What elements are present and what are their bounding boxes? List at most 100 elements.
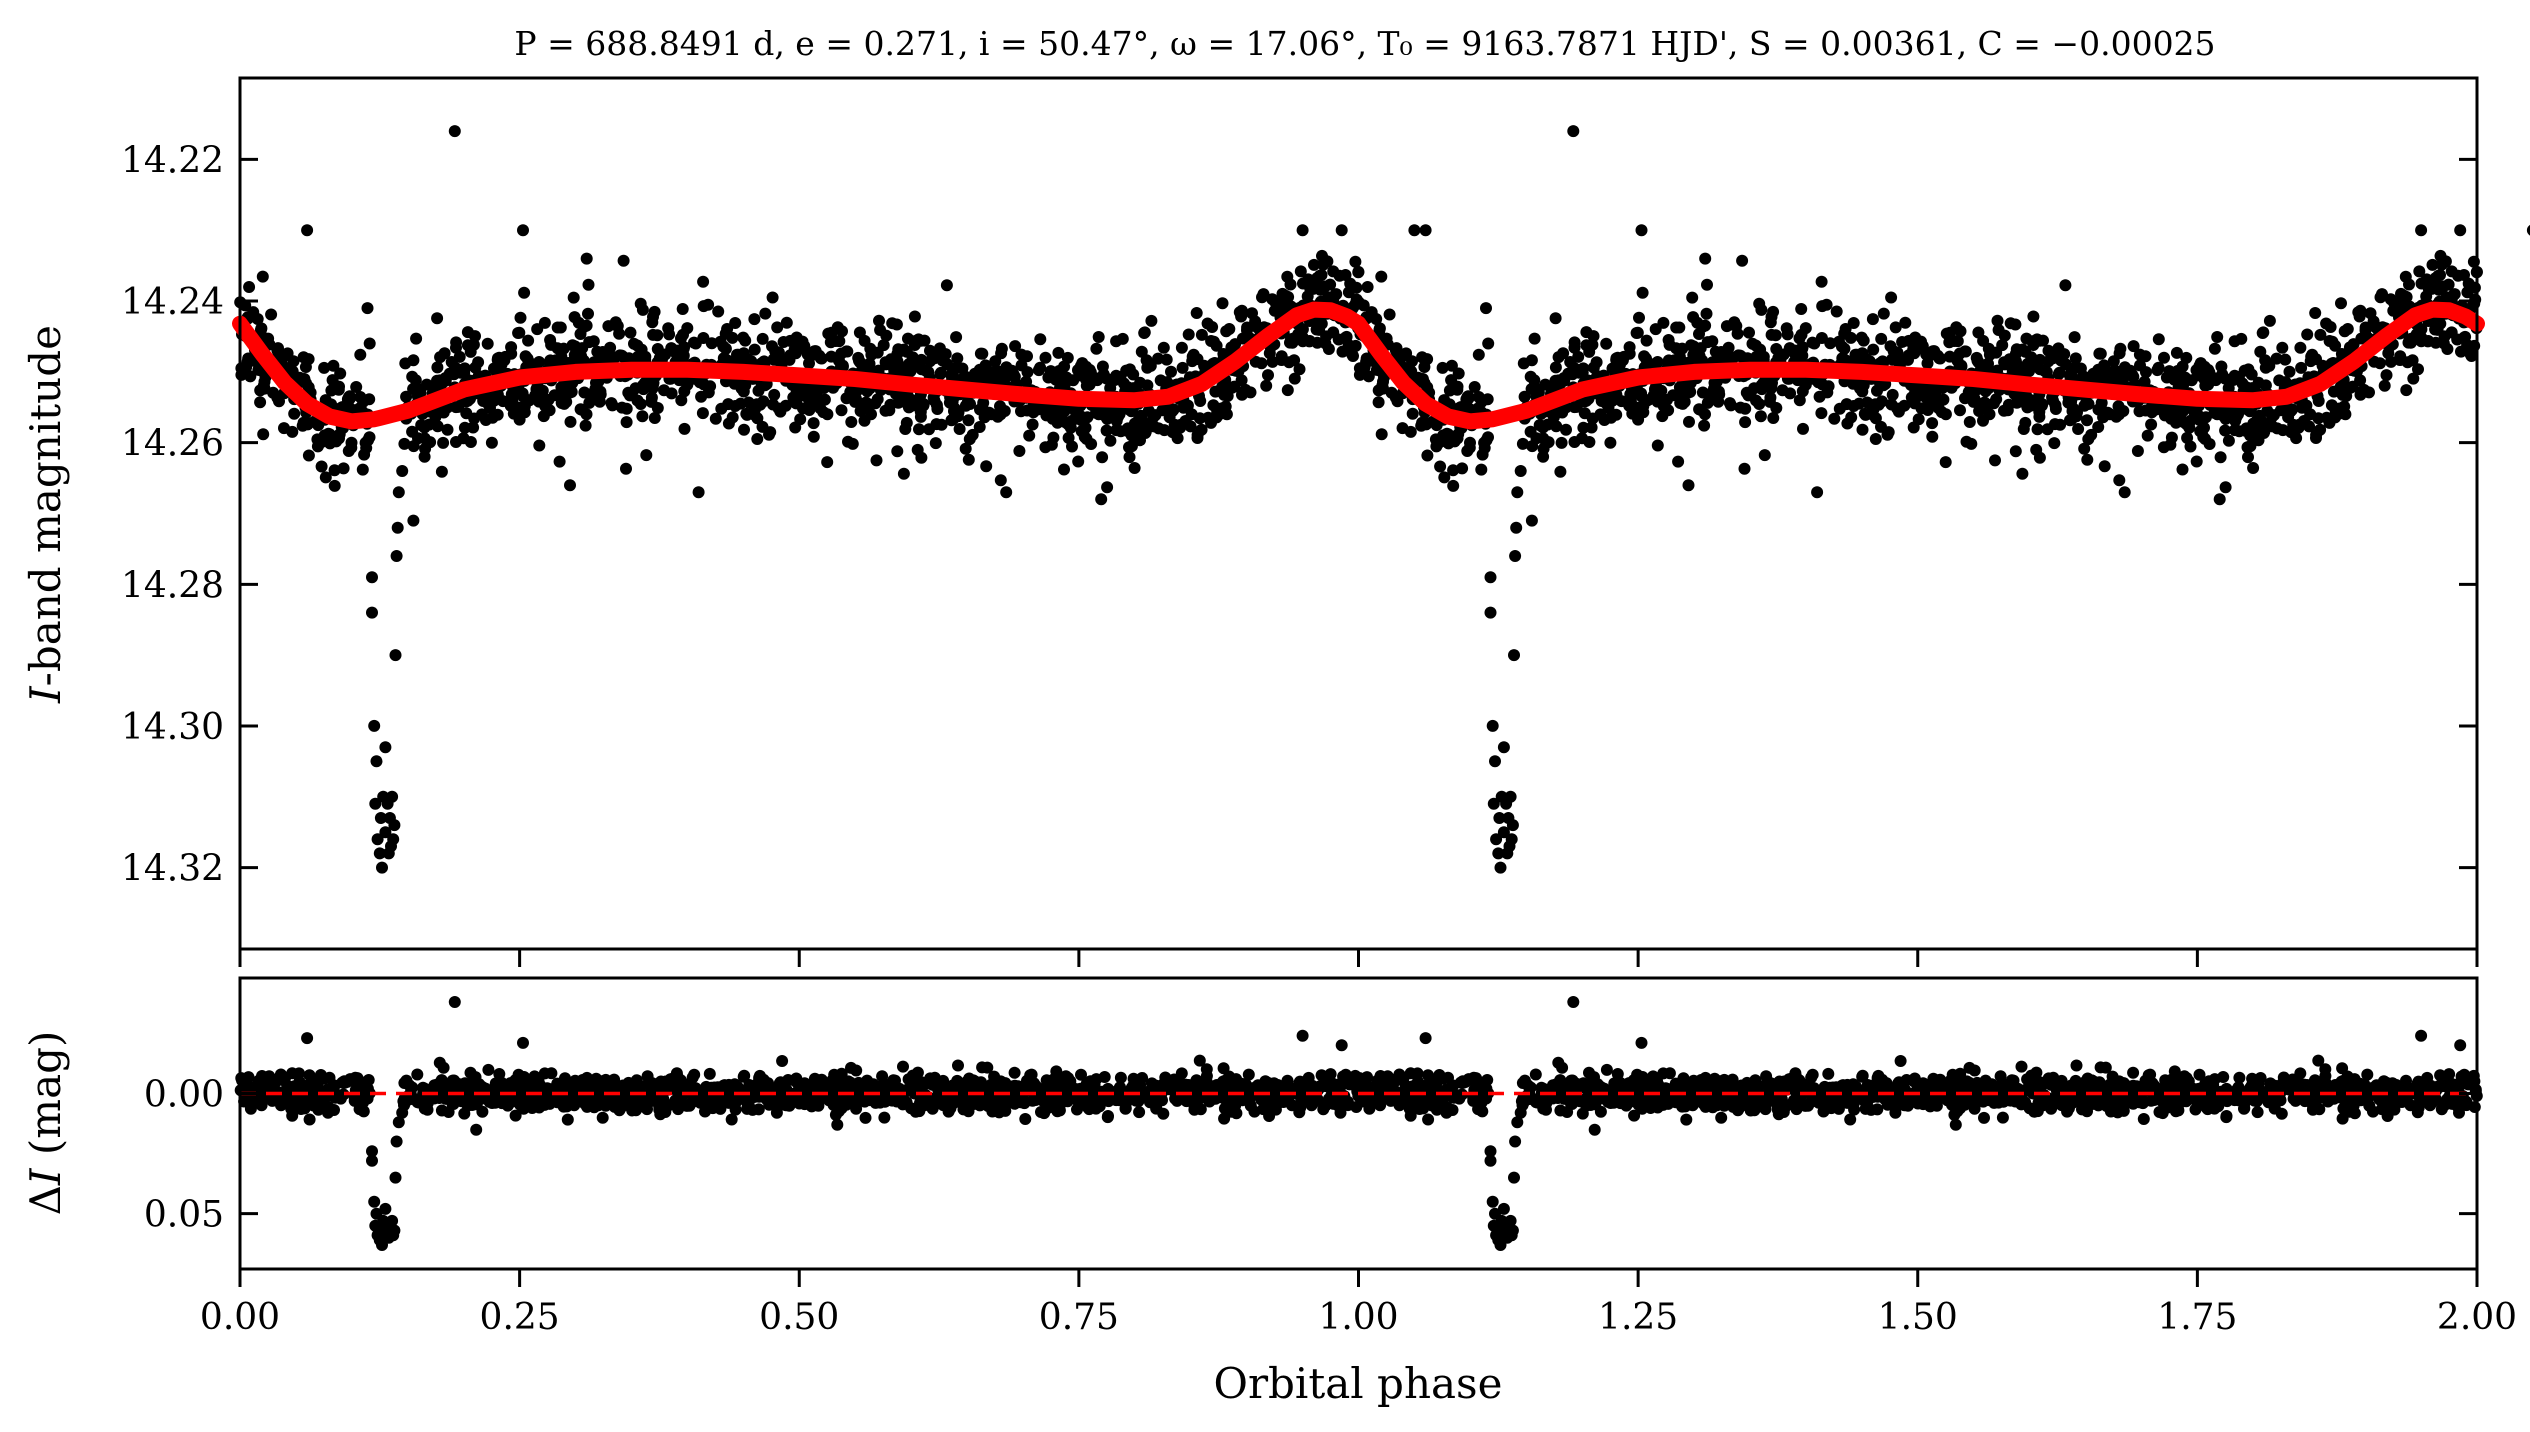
data-point [2016,468,2028,480]
residual-point [726,1114,738,1126]
data-point [297,420,309,432]
data-point [469,362,481,374]
data-point [581,408,593,420]
data-point [594,396,606,408]
data-point [1743,327,1755,339]
data-point [992,411,1004,423]
data-point [790,397,802,409]
data-point [1600,338,1612,350]
data-point [2271,422,2283,434]
data-point [2166,432,2178,444]
data-point [1000,486,1012,498]
residual-point [411,1069,423,1081]
data-point [2110,411,2122,423]
data-point [1954,404,1966,416]
data-point [1352,266,1364,278]
data-point [2254,412,2266,424]
data-point [327,360,339,372]
data-point [1122,381,1134,393]
data-point [462,326,474,338]
data-point [2215,451,2227,463]
data-point [1529,333,1541,345]
data-point [658,384,670,396]
data-point [2052,342,2064,354]
data-point [1510,522,1522,534]
data-point [1633,312,1645,324]
data-point [1922,357,1934,369]
data-point [2446,326,2458,338]
data-point [1058,464,1070,476]
data-point [1136,412,1148,424]
residual-point [1019,1113,1031,1125]
data-point [539,400,551,412]
data-point [1526,515,1538,527]
data-point [659,349,671,361]
data-point [1211,340,1223,352]
data-point [252,313,264,325]
data-point [371,755,383,767]
data-point [930,437,942,449]
data-point [774,406,786,418]
data-point [954,423,966,435]
data-point [1778,349,1790,361]
data-point [2197,431,2209,443]
data-point [794,413,806,425]
data-point [1479,442,1491,454]
data-point [1576,432,1588,444]
data-point [583,279,595,291]
data-point [2423,283,2435,295]
data-point [618,255,630,267]
data-point [934,342,946,354]
data-point [386,791,398,803]
data-point [1816,276,1828,288]
data-point [1165,366,1177,378]
data-point [771,350,783,362]
data-point [2454,224,2466,236]
data-point [952,410,964,422]
data-point [854,327,866,339]
data-point [1266,293,1278,305]
data-point [1777,384,1789,396]
data-point [432,420,444,432]
data-point [2033,411,2045,423]
data-point [1449,435,1461,447]
data-point [706,337,718,349]
data-point [697,407,709,419]
y-tick-label: 14.22 [121,140,224,181]
data-point [1537,422,1549,434]
data-point [531,323,543,335]
data-point [865,349,877,361]
data-point [1990,393,2002,405]
data-point [1323,343,1335,355]
data-point [1550,312,1562,324]
data-point [2177,464,2189,476]
data-point [1079,431,1091,443]
data-point [1027,406,1039,418]
data-point [1668,354,1680,366]
data-point [2235,333,2247,345]
light-curve-y-label: I-band magnitude [21,325,70,704]
data-point [649,412,661,424]
data-point [2339,325,2351,337]
data-point [2279,354,2291,366]
data-point [2254,346,2266,358]
data-point [681,379,693,391]
data-point [2452,270,2464,282]
data-point [2413,265,2425,277]
data-point [407,354,419,366]
data-point [2025,351,2037,363]
data-point [860,397,872,409]
residual-point [1595,1106,1607,1118]
data-point [2242,451,2254,463]
data-point [1176,342,1188,354]
data-point [1015,349,1027,361]
data-point [1580,326,1592,338]
data-point [821,408,833,420]
data-point [697,276,709,288]
data-point [513,402,525,414]
data-point [1999,330,2011,342]
data-point [2305,355,2317,367]
data-point [1579,407,1591,419]
data-point [1507,819,1519,831]
data-point [2310,432,2322,444]
